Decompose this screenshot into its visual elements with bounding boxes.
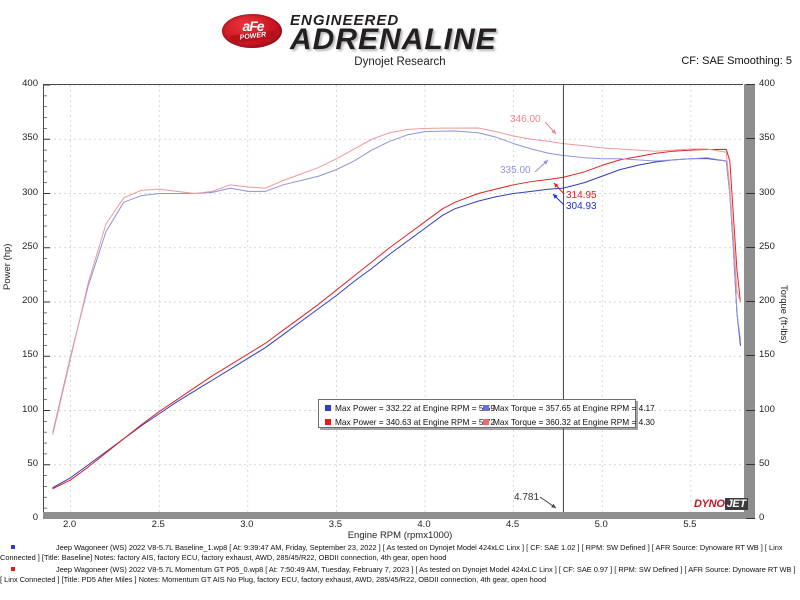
dynojet-text-a: DYNO xyxy=(694,498,725,510)
x-tick-label: 2.5 xyxy=(151,519,165,530)
legend-label: Max Power = 340.63 at Engine RPM = 5.72 xyxy=(335,416,496,427)
legend-torque-momentum: Max Torque = 360.32 at Engine RPM = 4.30 xyxy=(477,417,655,427)
legend-swatch-icon xyxy=(325,404,331,411)
y2-tick-mark xyxy=(746,84,755,85)
y2-tick-mark xyxy=(746,355,755,357)
y2-tick-mark xyxy=(746,246,755,248)
plot-svg xyxy=(44,85,744,519)
engineered-text: ENGINEERED xyxy=(290,12,400,29)
x-tick-label: 4.5 xyxy=(506,519,520,530)
run-bullet-icon xyxy=(11,545,15,549)
y2-tick-label: 0 xyxy=(759,512,765,523)
brand-lockup: aFe POWER ENGINEERED ADRENALINE xyxy=(222,8,582,58)
run-description: Jeep Wagoneer (WS) 2022 V8-5.7L Baseline… xyxy=(0,543,783,562)
legend-label: Max Torque = 357.65 at Engine RPM = 4.17 xyxy=(493,402,655,413)
y-tick-label: 400 xyxy=(22,78,38,89)
legend-label: Max Torque = 360.32 at Engine RPM = 4.30 xyxy=(493,416,655,427)
y2-tick-label: 100 xyxy=(759,403,775,415)
run-entry: Jeep Wagoneer (WS) 2022 V8-5.7L Baseline… xyxy=(0,543,800,562)
run-bullet-icon xyxy=(11,567,15,572)
page-header: aFe POWER ENGINEERED ADRENALINE Dynojet … xyxy=(0,0,800,70)
cursor-rpm-callout: 4.781 xyxy=(514,492,540,503)
y2-tick-label: 50 xyxy=(759,457,770,469)
run-details-footer: Jeep Wagoneer (WS) 2022 V8-5.7L Baseline… xyxy=(0,543,800,587)
x-tick-label: 3.5 xyxy=(328,519,342,530)
y-tick-label: 150 xyxy=(22,349,38,361)
x-tick-label: 3.0 xyxy=(240,519,254,530)
y2-tick-mark xyxy=(746,301,755,302)
run-description: Jeep Wagoneer (WS) 2022 V8-5.7L Momentum… xyxy=(0,565,796,584)
y2-tick-label: 350 xyxy=(759,132,775,144)
dyno-plot-area xyxy=(43,84,744,519)
x-tick-label: 5.5 xyxy=(683,519,697,530)
y-tick-label: 300 xyxy=(22,186,38,198)
y2-axis-title: Torque (ft-lbs) xyxy=(778,285,789,344)
y2-tick-mark xyxy=(746,463,755,465)
correction-factor-note: CF: SAE Smoothing: 5 xyxy=(681,55,792,67)
y2-tick-label: 300 xyxy=(759,186,775,198)
x-axis-title: Engine RPM (rpmx1000) xyxy=(347,530,453,541)
afe-logo-text: aFe xyxy=(242,18,264,34)
y2-tick-mark xyxy=(746,192,755,194)
y2-tick-mark xyxy=(746,409,755,411)
y2-tick-mark xyxy=(746,138,755,140)
chart-subtitle: Dynojet Research xyxy=(354,56,446,68)
legend-swatch-icon xyxy=(325,418,331,425)
x-tick-label: 2.0 xyxy=(62,519,77,530)
legend-power-baseline: Max Power = 332.22 at Engine RPM = 5.59 xyxy=(319,403,495,413)
x-tick-label: 5.0 xyxy=(594,519,608,530)
y-tick-label: 350 xyxy=(22,132,38,144)
bottom-axis-ruler xyxy=(43,512,755,519)
dynojet-watermark: DYNO JET xyxy=(694,498,748,510)
y-tick-label: 250 xyxy=(22,240,38,252)
y2-tick-label: 250 xyxy=(759,240,775,252)
legend-swatch-icon xyxy=(483,418,489,425)
run-entry: Jeep Wagoneer (WS) 2022 V8-5.7L Momentum… xyxy=(0,565,800,584)
legend-power-momentum: Max Power = 340.63 at Engine RPM = 5.72 xyxy=(319,417,495,427)
legend-row: Max Power = 332.22 at Engine RPM = 5.59 … xyxy=(319,401,655,414)
baseline-power-callout: 304.93 xyxy=(566,201,597,212)
baseline-torque-callout: 335.00 xyxy=(500,165,531,176)
y-tick-label: 0 xyxy=(32,512,38,523)
y-tick-label: 200 xyxy=(22,295,38,306)
y-tick-label: 50 xyxy=(27,457,38,469)
y-tick-label: 100 xyxy=(22,403,38,415)
y2-tick-mark xyxy=(746,518,755,519)
legend-row: Max Power = 340.63 at Engine RPM = 5.72 … xyxy=(319,415,655,428)
y2-tick-label: 150 xyxy=(759,349,775,361)
legend-torque-baseline: Max Torque = 357.65 at Engine RPM = 4.17 xyxy=(477,403,655,413)
momentum-power-callout: 314.95 xyxy=(566,190,597,201)
dynojet-text-b: JET xyxy=(724,498,748,510)
momentum-torque-callout: 346.00 xyxy=(510,114,541,125)
legend-label: Max Power = 332.22 at Engine RPM = 5.59 xyxy=(335,402,496,413)
chart-legend: Max Power = 332.22 at Engine RPM = 5.59 … xyxy=(318,399,655,428)
y2-tick-label: 200 xyxy=(759,295,775,306)
adrenaline-text: ADRENALINE xyxy=(290,23,497,56)
afe-power-logo-icon: aFe POWER xyxy=(222,14,282,48)
y2-tick-label: 400 xyxy=(759,78,775,89)
legend-swatch-icon xyxy=(483,404,489,411)
x-tick-label: 4.0 xyxy=(417,519,431,530)
